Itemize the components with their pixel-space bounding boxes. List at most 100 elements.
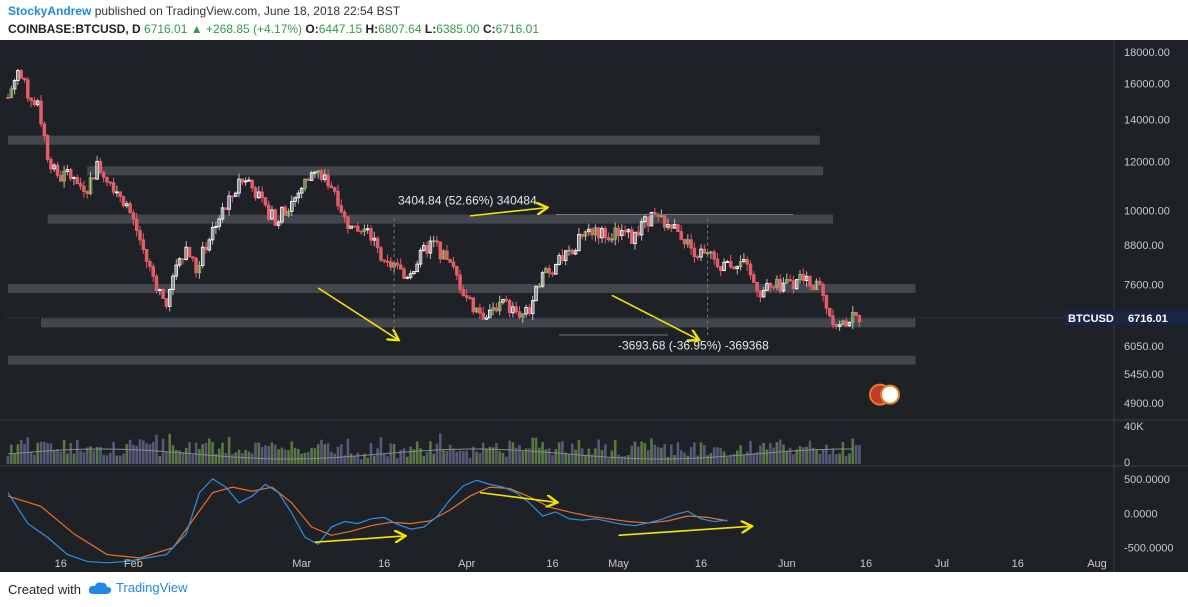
candle-body	[481, 312, 485, 320]
candle-body	[755, 281, 759, 292]
volume-bar	[323, 444, 327, 464]
candle-body	[771, 286, 776, 289]
candle-body	[299, 187, 304, 194]
volume-bar	[349, 453, 353, 464]
price-tick-label: 5450.00	[1124, 369, 1164, 381]
candle-body	[649, 212, 654, 227]
up-triangle-icon: ▲	[190, 22, 203, 36]
volume-bar	[396, 458, 399, 464]
candle-body	[296, 192, 301, 199]
candle-body	[643, 216, 647, 223]
volume-bar	[105, 455, 109, 464]
x-tick-label: 16	[546, 558, 558, 570]
volume-bar	[785, 451, 789, 464]
price-tick-label: 10000.00	[1124, 205, 1170, 217]
volume-bar	[49, 443, 53, 464]
candle-body	[12, 79, 17, 90]
volume-bar	[528, 448, 531, 464]
volume-bar	[184, 447, 188, 464]
volume-bar	[432, 453, 435, 464]
candle-body	[75, 177, 80, 185]
price-chart[interactable]: 3404.84 (52.66%) 340484 -3693.68 (-36.95%…	[0, 40, 1188, 572]
candle-body	[781, 282, 786, 292]
candle-body	[250, 179, 254, 189]
volume-bar	[792, 454, 795, 464]
candle-body	[98, 160, 103, 174]
candle-body	[309, 172, 314, 181]
volume-bar	[277, 449, 280, 464]
candle-body	[19, 70, 23, 79]
candle-body	[834, 324, 839, 327]
candle-body	[362, 228, 367, 232]
candle-body	[319, 170, 324, 181]
candle-body	[507, 300, 512, 314]
volume-bar	[815, 449, 818, 464]
volume-bar	[425, 451, 429, 464]
candle-body	[405, 276, 410, 279]
macd-tick-label: 0.0000	[1124, 508, 1158, 520]
trend-arrow	[317, 287, 397, 339]
volume-bar	[102, 454, 105, 464]
volume-bar	[811, 447, 815, 464]
macd-line	[7, 478, 728, 564]
volume-bar	[340, 444, 343, 464]
candle-body	[626, 229, 631, 233]
candle-body	[280, 206, 284, 223]
volume-bar	[389, 443, 393, 464]
last-price-tag	[1064, 309, 1188, 326]
volume-bar	[745, 451, 749, 464]
volume-bar	[699, 442, 703, 464]
volume-bar	[280, 447, 284, 464]
horizontal-band	[41, 318, 916, 328]
volume-bar	[29, 451, 33, 464]
volume-bar	[158, 456, 162, 464]
volume-bar	[326, 443, 330, 464]
price-tick-label: 4900.00	[1124, 398, 1164, 410]
volume-bar	[429, 441, 432, 464]
volume-bar	[670, 444, 673, 464]
volume-bar	[455, 451, 459, 464]
volume-bar	[132, 444, 135, 464]
candle-body	[316, 170, 320, 173]
author-link[interactable]: StockyAndrew	[8, 4, 92, 18]
candle-body	[464, 295, 469, 298]
price-tick-label: 16000.00	[1124, 79, 1170, 91]
x-tick-label: 16	[695, 558, 707, 570]
volume-bar	[706, 455, 709, 464]
candle-body	[662, 215, 667, 228]
volume-bar	[485, 448, 488, 464]
event-flag-icon	[880, 384, 900, 405]
volume-bar	[26, 437, 30, 464]
volume-bar	[617, 454, 620, 464]
volume-bar	[386, 456, 389, 464]
macd-tick-label: 500.0000	[1124, 474, 1170, 486]
volume-bar	[637, 446, 640, 464]
candle-body	[672, 224, 677, 229]
candle-body	[854, 311, 858, 316]
candle-body	[438, 241, 443, 260]
candle-body	[705, 252, 710, 255]
candle-body	[666, 224, 670, 228]
volume-bar	[188, 442, 191, 464]
candle-body	[158, 289, 162, 291]
candle-body	[514, 306, 518, 313]
candle-body	[445, 250, 449, 260]
volume-bar	[6, 456, 10, 464]
volume-bar	[673, 455, 676, 464]
volume-bar	[851, 438, 855, 464]
candle-body	[111, 182, 116, 193]
volume-bar	[62, 439, 66, 464]
candle-body	[177, 258, 182, 266]
candle-body	[95, 160, 99, 180]
candle-body	[293, 197, 297, 202]
tradingview-brand[interactable]: TradingView	[88, 580, 188, 595]
candle-body	[570, 249, 575, 255]
candle-body	[629, 229, 634, 244]
candle-body	[593, 227, 598, 236]
volume-bar	[481, 442, 485, 464]
open-label: O:	[305, 22, 319, 36]
candle-body	[418, 249, 423, 265]
candle-body	[286, 210, 291, 216]
candle-body	[794, 279, 799, 290]
candle-body	[68, 168, 73, 180]
